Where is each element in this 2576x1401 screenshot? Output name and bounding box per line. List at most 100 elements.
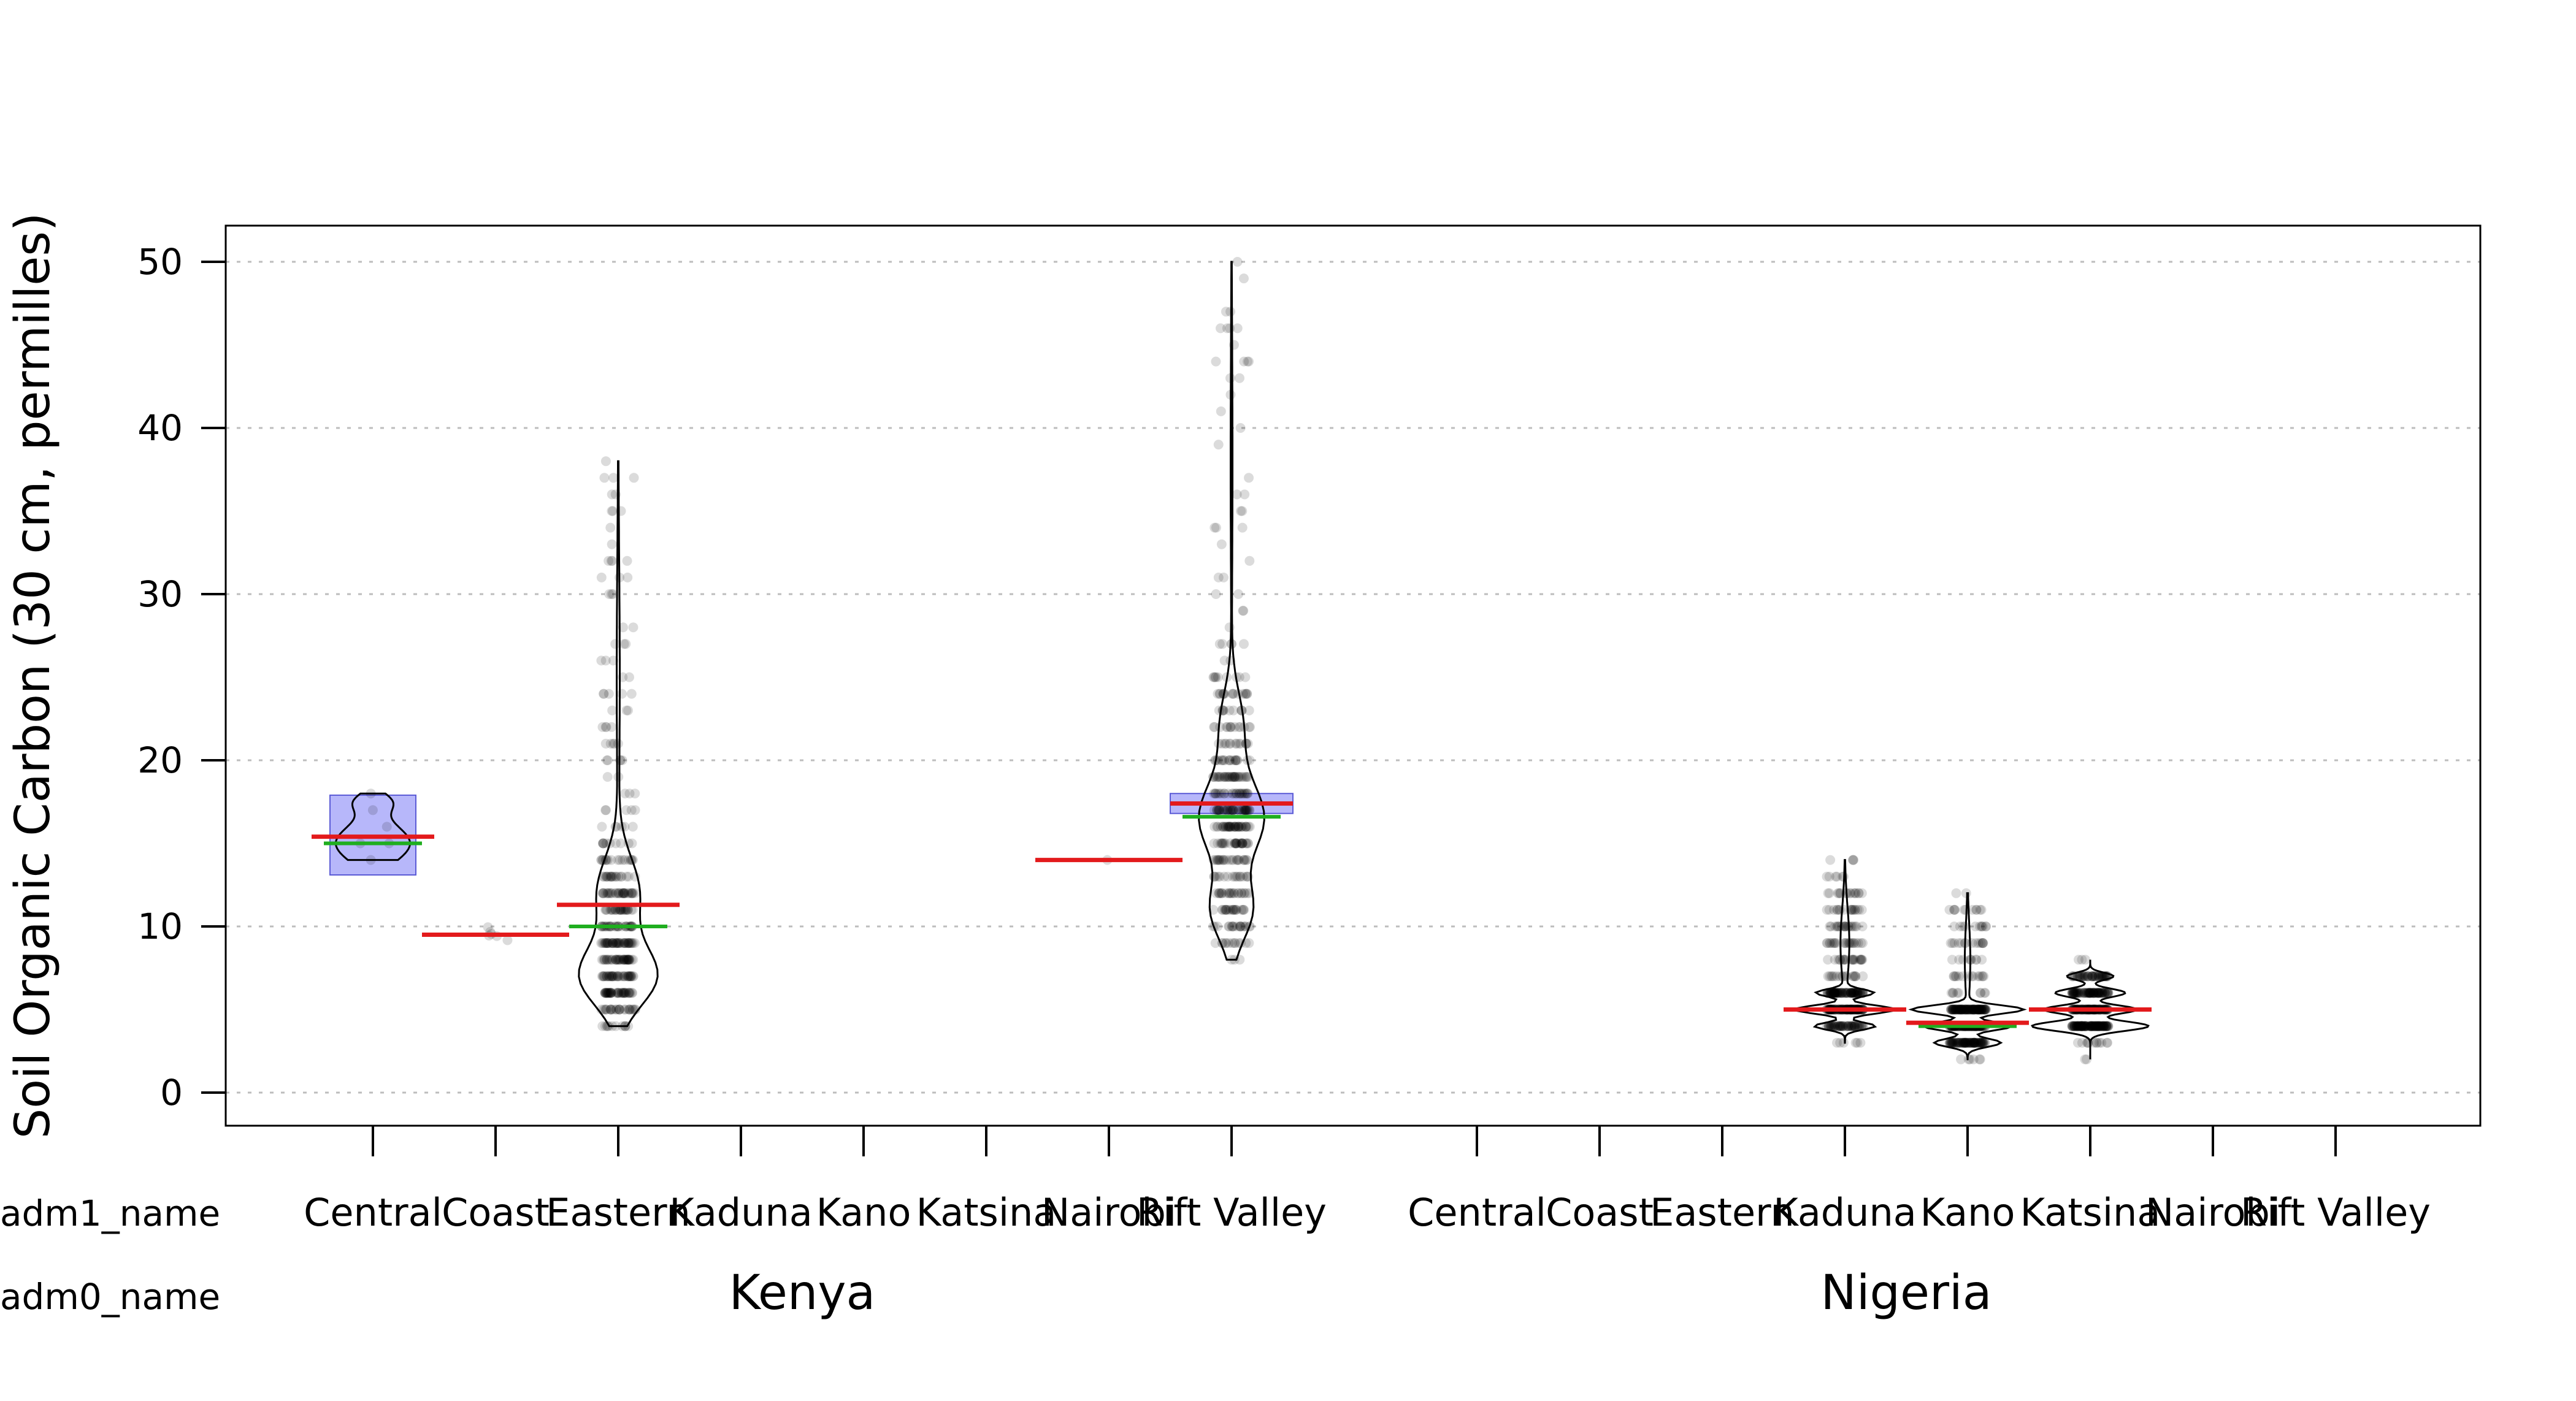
data-point [2087,1021,2098,1031]
data-point [1949,1004,1960,1015]
data-point [1970,922,1980,931]
data-point [597,1021,608,1031]
data-point [613,772,624,782]
data-point [2094,988,2104,998]
data-point [1965,1037,1975,1048]
data-point [1858,971,1868,982]
data-point [1961,1004,1972,1015]
data-point [627,904,638,915]
data-point [616,871,627,882]
data-point [1970,1037,1980,1048]
data-point [622,955,632,965]
data-point [1842,988,1852,998]
data-point [1217,772,1228,782]
data-point [1950,904,1960,915]
data-point [1853,988,1863,998]
data-point [613,971,623,982]
data-point [2082,1021,2092,1031]
data-point [1835,1021,1846,1031]
data-point [1962,1037,1972,1048]
data-point [1974,1037,1984,1048]
data-point [1226,888,1236,898]
data-point [1850,904,1860,915]
data-point [1978,1037,1988,1048]
data-point [1225,805,1235,815]
data-point [1847,904,1857,915]
data-point [1826,1021,1836,1031]
data-point [1239,904,1249,915]
data-point [613,971,623,982]
data-point [2094,1021,2104,1031]
data-point [1829,1021,1839,1031]
data-point [627,888,638,898]
data-point [1974,1004,1984,1015]
data-point [1848,955,1858,965]
x-category-label: Kano [816,1190,911,1235]
data-point [1975,1037,1985,1048]
data-point [1953,1004,1963,1015]
data-point [607,988,617,998]
data-point [2085,1021,2095,1031]
data-point [1954,1004,1965,1015]
data-point [1849,1021,1860,1031]
data-point [1971,1004,1981,1015]
data-point [1833,888,1843,898]
data-point [627,888,637,898]
data-point [1223,805,1233,815]
data-point [613,988,623,998]
data-point [611,971,622,982]
data-point [1230,838,1241,849]
data-point [623,938,634,949]
data-point [2073,1021,2083,1031]
data-point [2079,1021,2090,1031]
data-point [2076,971,2087,982]
data-point [1846,888,1856,898]
data-point [1211,805,1222,815]
data-point [605,522,616,533]
data-point [1945,1037,1956,1048]
data-point [1823,971,1833,982]
data-point [1841,938,1851,949]
data-point [623,938,634,949]
data-point [2090,1021,2100,1031]
data-point [1971,904,1982,915]
data-point [2068,1021,2078,1031]
data-point [1214,805,1225,815]
data-point [1222,772,1232,782]
data-point [1952,1037,1963,1048]
data-point [604,971,615,982]
data-point [619,888,629,898]
data-point [1960,1037,1971,1048]
data-point [602,988,613,998]
data-point [601,988,611,998]
data-point [1952,1037,1963,1048]
data-point [2070,988,2080,998]
data-point [1212,822,1222,832]
data-point [1213,871,1223,882]
data-point [2100,1021,2110,1031]
data-point [2095,988,2105,998]
data-point [1209,522,1220,533]
data-point [1238,273,1249,284]
data-point [1856,938,1866,949]
data-point [611,871,621,882]
data-point [1827,988,1837,998]
data-point [1216,539,1227,549]
data-point [1221,307,1231,317]
data-point [2073,1021,2083,1031]
data-point [2091,1037,2102,1048]
data-point [1826,922,1836,931]
data-point [621,705,632,716]
data-point [608,938,618,949]
data-point [2076,1021,2087,1031]
data-point [1852,904,1863,915]
data-point [2085,988,2096,998]
data-point [1855,988,1865,998]
data-point [1973,971,1984,982]
data-point [1961,1004,1971,1015]
data-point [1217,755,1227,765]
data-point [1832,1037,1842,1048]
data-point [1825,1021,1836,1031]
data-point [1825,988,1836,998]
data-point [2097,971,2107,982]
